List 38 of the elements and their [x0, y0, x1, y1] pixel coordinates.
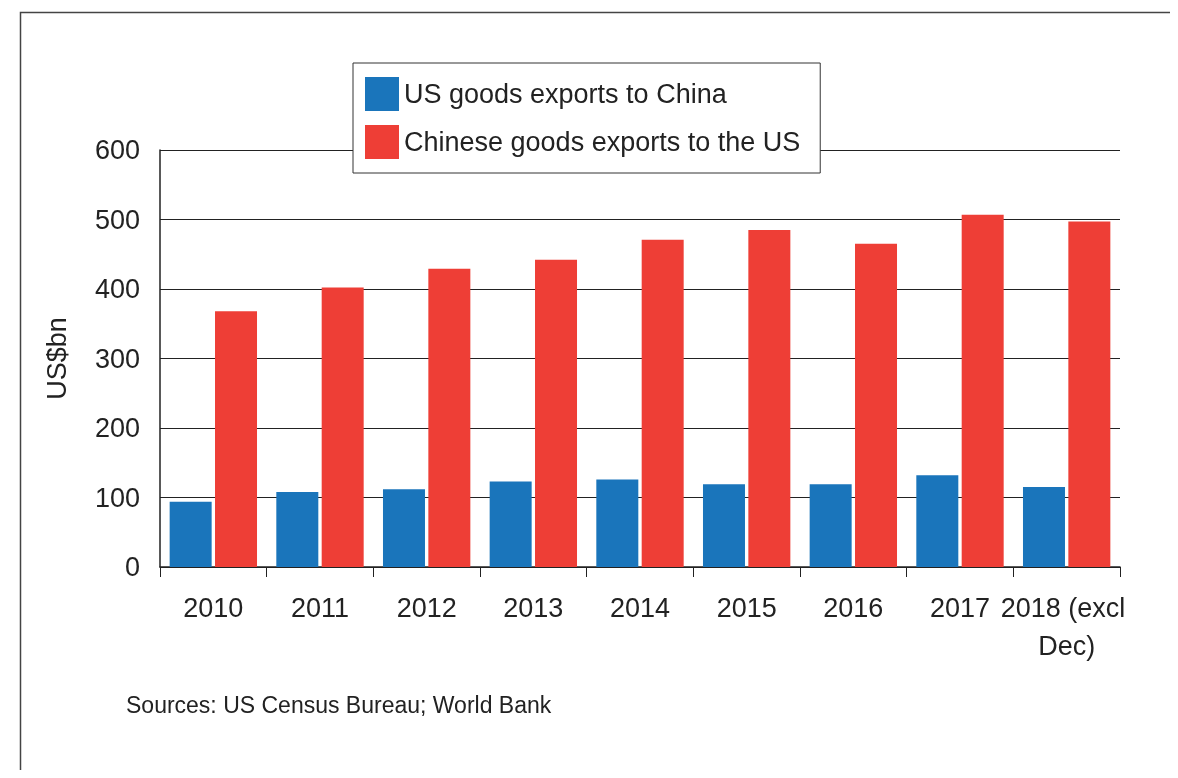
x-tick-label: 2016	[823, 593, 884, 623]
x-tick-label: 2018 (excl Dec)	[1000, 593, 1133, 661]
bar	[489, 481, 532, 567]
bar	[961, 214, 1004, 567]
y-tick-label: 500	[94, 204, 140, 235]
bar	[1068, 221, 1111, 567]
bar	[382, 489, 425, 567]
x-tick-label: 2010	[183, 593, 244, 623]
bar	[215, 311, 258, 567]
bar	[596, 479, 639, 567]
y-tick-label: 600	[94, 135, 140, 165]
bar	[855, 243, 898, 567]
y-tick-label: 0	[124, 552, 140, 582]
y-axis-title: US$bn	[41, 317, 72, 400]
x-tick-label: 2011	[290, 593, 350, 623]
x-tick-label: 2015	[716, 593, 777, 623]
bar	[748, 229, 791, 567]
bar	[276, 491, 319, 567]
x-tick-label: 2013	[503, 593, 564, 623]
bar	[169, 501, 212, 567]
bar	[641, 239, 684, 567]
x-tick-label: 2012	[396, 593, 457, 623]
bar	[916, 475, 959, 567]
y-tick-label: 400	[94, 274, 140, 304]
x-tick-label: 2017	[929, 593, 991, 623]
y-tick-label: 200	[94, 413, 140, 443]
y-tick-label: 300	[94, 343, 140, 374]
bar	[535, 259, 578, 567]
source-note: Sources: US Census Bureau; World Bank	[126, 691, 552, 718]
bar	[321, 287, 364, 567]
bar	[809, 484, 852, 567]
legend-label: Chinese goods exports to the US	[404, 127, 801, 157]
bar	[702, 484, 745, 567]
x-tick-label: 2014	[609, 593, 671, 623]
y-tick-label: 100	[94, 482, 140, 513]
bar	[428, 268, 471, 567]
legend-label: US goods exports to China	[404, 79, 728, 109]
bar	[1022, 487, 1065, 567]
